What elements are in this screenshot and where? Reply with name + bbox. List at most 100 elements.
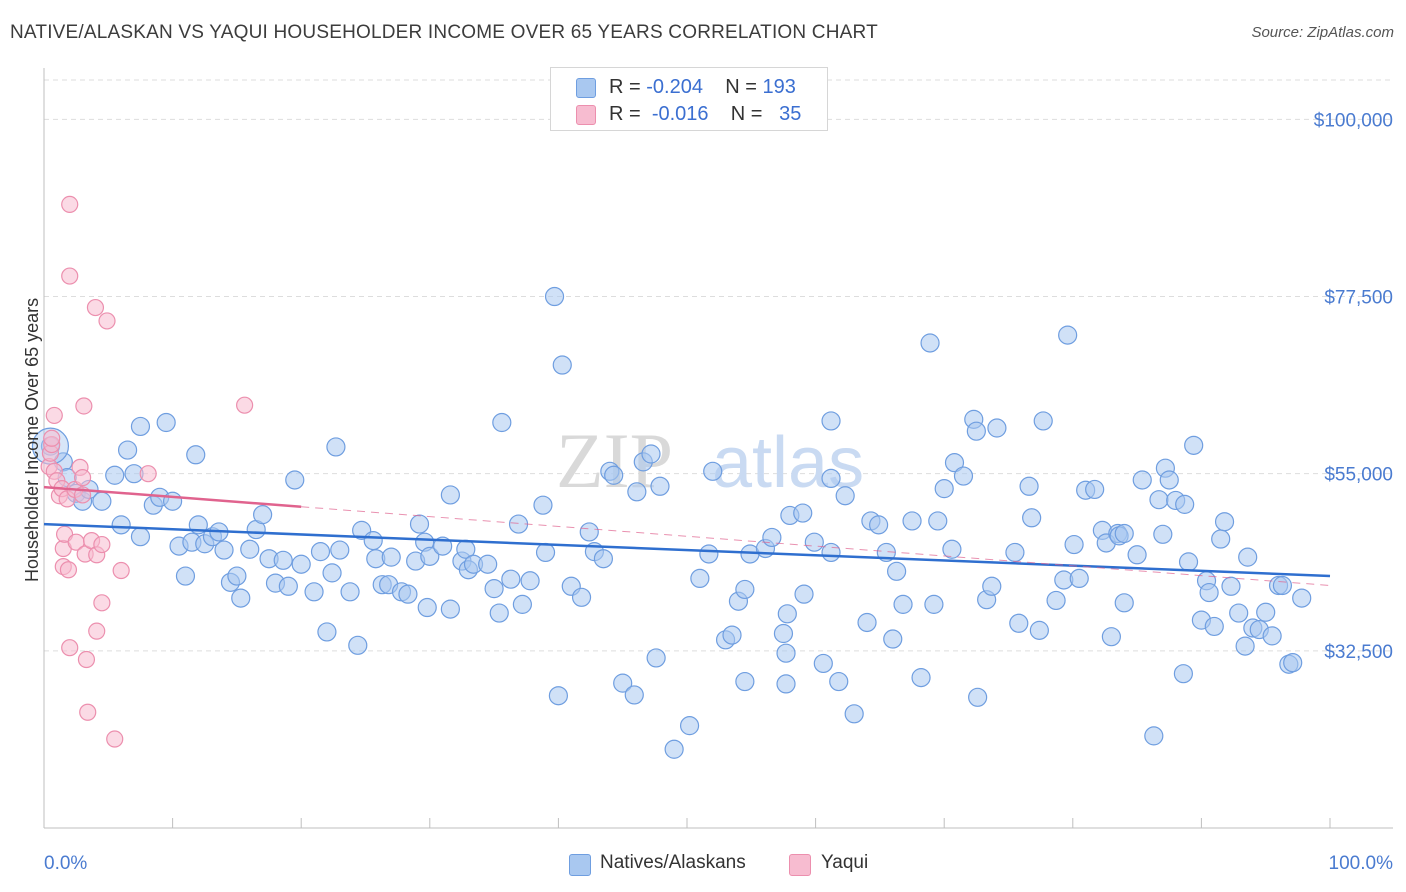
point-natives (1272, 575, 1293, 596)
point-natives (703, 461, 723, 481)
point-natives (1214, 512, 1235, 532)
point-natives (857, 612, 877, 633)
y-tick-label: $77,500 (1324, 288, 1393, 309)
point-natives (902, 511, 922, 531)
point-natives (278, 576, 298, 596)
point-natives (533, 495, 553, 515)
point-natives (968, 687, 988, 707)
point-natives (804, 532, 824, 552)
point-natives (440, 599, 460, 619)
point-natives (593, 549, 614, 569)
point-natives (735, 671, 755, 692)
point-natives (1159, 470, 1179, 490)
point-natives (934, 479, 954, 499)
point-natives (893, 594, 913, 614)
point-natives (829, 671, 849, 692)
bottom-legend-swatch-yaqui (789, 854, 811, 876)
point-natives (773, 623, 794, 644)
point-natives (520, 571, 540, 591)
point-natives (1221, 576, 1241, 596)
point-yaqui (61, 639, 79, 657)
point-natives (163, 491, 183, 511)
point-natives (794, 584, 814, 604)
point-yaqui (139, 465, 157, 483)
point-natives (664, 739, 684, 759)
point-natives (953, 466, 974, 486)
point-natives (317, 622, 337, 642)
point-natives (928, 511, 948, 531)
point-natives (111, 515, 131, 535)
point-natives (920, 333, 940, 353)
point-natives (227, 566, 247, 586)
point-natives (735, 579, 755, 600)
point-natives (924, 594, 944, 614)
point-yaqui (43, 429, 61, 447)
point-natives (440, 485, 460, 505)
legend-stats-natives: R = -0.204 N = 193 (609, 76, 796, 98)
point-yaqui (75, 397, 93, 415)
point-yaqui (61, 195, 79, 214)
legend-swatch-blue (576, 78, 596, 98)
point-natives (512, 594, 532, 614)
point-natives (1058, 325, 1078, 345)
point-natives (326, 437, 346, 457)
point-natives (544, 286, 565, 307)
series-yaqui-points (40, 195, 254, 748)
trend-lines (43, 485, 1331, 586)
point-natives (175, 566, 196, 586)
point-natives (777, 604, 797, 624)
point-natives (1178, 552, 1199, 572)
correlation-legend: R = -0.204 N = 193 R = -0.016 N = 35 (550, 67, 828, 131)
point-natives (835, 486, 855, 506)
point-natives (1153, 524, 1173, 544)
point-natives (231, 588, 251, 608)
point-natives (942, 539, 962, 559)
point-natives (579, 522, 599, 542)
point-natives (130, 527, 151, 547)
point-natives (1033, 411, 1053, 431)
point-natives (1175, 494, 1195, 514)
point-natives (535, 542, 556, 563)
point-natives (722, 625, 742, 645)
point-natives (240, 539, 260, 559)
legend-swatch-pink (576, 105, 596, 125)
point-natives (156, 412, 176, 433)
point-natives (253, 505, 273, 525)
point-natives (1101, 627, 1121, 647)
point-yaqui (112, 561, 130, 580)
point-natives (1211, 529, 1231, 549)
point-natives (1173, 664, 1193, 684)
point-natives (214, 540, 234, 560)
point-yaqui (86, 298, 105, 317)
point-natives (1064, 534, 1084, 555)
point-natives (1085, 479, 1105, 500)
point-natives (340, 582, 360, 602)
point-natives (1238, 547, 1258, 567)
point-natives (987, 418, 1007, 438)
point-natives (273, 550, 293, 570)
trend-line-yaqui (43, 485, 302, 509)
point-natives (363, 531, 383, 551)
y-tick-label: $55,000 (1324, 465, 1393, 486)
point-natives (762, 527, 782, 548)
point-yaqui (88, 622, 106, 640)
point-natives (1283, 653, 1303, 673)
x-tick-label-max: 100.0% (1329, 853, 1394, 874)
watermark: ZIP atlas (556, 417, 864, 504)
point-natives (1029, 620, 1049, 640)
point-natives (1292, 588, 1312, 608)
series-natives-points (31, 286, 1312, 759)
point-natives (417, 597, 437, 618)
point-yaqui (93, 535, 111, 554)
point-yaqui (61, 267, 79, 285)
bottom-legend-swatch-natives (569, 854, 591, 876)
chart-source: Source: ZipAtlas.com (1251, 24, 1394, 41)
point-natives (982, 576, 1002, 596)
point-yaqui (45, 406, 63, 425)
point-natives (613, 673, 633, 693)
point-natives (821, 542, 841, 563)
point-natives (627, 482, 647, 502)
point-natives (690, 568, 710, 589)
bottom-legend-yaqui: Yaqui (821, 852, 869, 873)
